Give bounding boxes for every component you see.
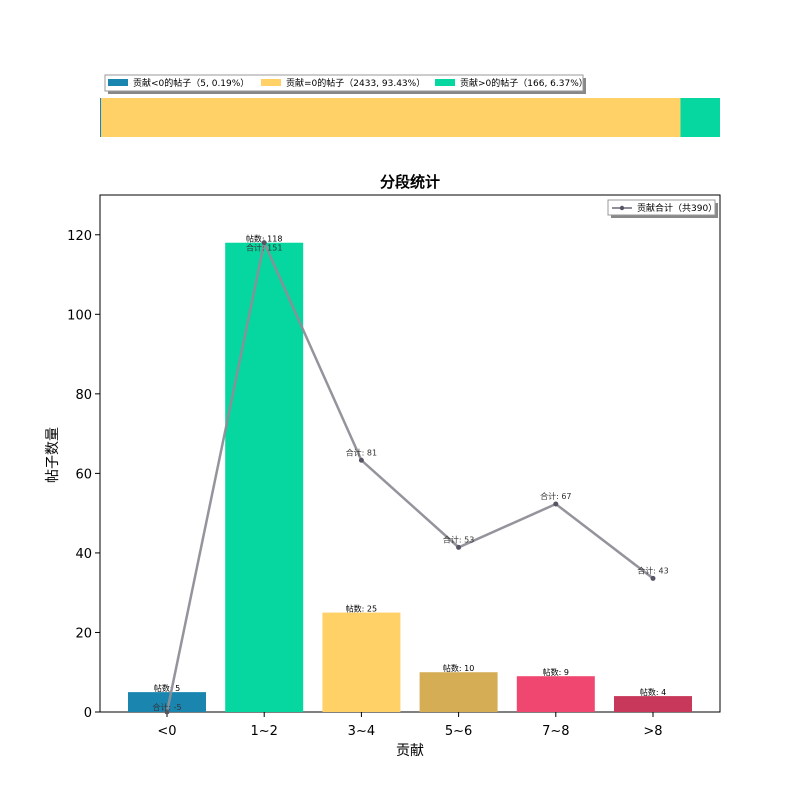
bar-value-label: 帖数: 9 [543,667,569,677]
line-value-label: 合计: 81 [346,447,377,457]
bar [614,696,692,712]
bar [516,676,595,712]
line-value-label: 合计: 53 [443,534,474,544]
legend-swatch [108,79,128,86]
y-axis-label: 帖子数量 [45,427,61,483]
bar-value-label: 帖数: 10 [443,663,474,673]
line-path [165,238,654,713]
y-tick-label: 100 [67,308,92,323]
line-series: 合计: -5 合计: 151 合计: 81 合计: 53 合计: 67 合计: 43 [152,238,669,715]
line-legend-frame [607,199,716,216]
bar-value-label: 帖数: 5 [154,683,180,693]
stacked-segment [101,98,681,137]
line-value-label: 合计: 151 [246,243,283,253]
legend-swatch [261,79,281,86]
line-legend-label: 贡献合计（共390） [637,202,717,214]
x-tick-label: 3~4 [348,724,375,739]
bar [322,612,401,712]
x-tick-label: <0 [157,724,176,739]
y-tick-label: 60 [75,467,92,482]
stacked-legend-frame [104,74,584,92]
bar [128,692,206,712]
bar [225,242,304,712]
legend-swatch [435,79,455,86]
line-point [553,501,559,507]
line-point [650,575,656,581]
y-tick-label: 80 [75,388,92,403]
y-tick-label: 40 [75,547,92,562]
legend-label: 贡献>0的帖子（166, 6.37%） [460,77,588,89]
stacked-bar-legend: 贡献<0的帖子（5, 0.19%） 贡献=0的帖子（2433, 93.43%） 贡献… [104,74,588,94]
stacked-bar-segments [100,98,720,137]
plot-area [99,194,721,713]
stacked-segment [100,98,102,137]
bar-value-label: 帖数: 4 [640,687,666,697]
line-legend: 贡献合计（共390） [607,199,718,218]
line-legend-marker [619,205,625,211]
bar-value-label: 帖数: 118 [246,234,283,244]
x-tick-label: 5~6 [445,724,472,739]
bar [419,672,498,712]
chart-title: 分段统计 [380,173,440,191]
legend-label: 贡献=0的帖子（2433, 93.43%） [286,77,425,89]
line-point [456,544,462,550]
y-axis: 0 20 40 60 80 100 120 [67,229,100,721]
line-point [358,457,364,463]
stacked-proportion-bar: 贡献<0的帖子（5, 0.19%） 贡献=0的帖子（2433, 93.43%） 贡献… [100,74,720,137]
y-tick-label: 20 [75,626,92,641]
x-tick-label: 7~8 [542,724,569,739]
line-point [261,240,267,246]
x-axis-label: 贡献 [396,743,424,759]
x-tick-label: 1~2 [250,724,277,739]
stacked-segment [680,98,720,137]
x-tick-label: >8 [643,724,662,739]
line-point [164,709,170,715]
bar-series: 帖数: 5 帖数: 118 帖数: 25 帖数: 10 帖数: 9 帖数: 4 [128,234,692,712]
x-axis: <0 1~2 3~4 5~6 7~8 >8 [157,712,663,739]
y-tick-label: 120 [67,229,92,244]
legend-label: 贡献<0的帖子（5, 0.19%） [133,77,249,89]
line-value-label: 合计: 67 [540,491,571,501]
y-tick-label: 0 [84,706,92,721]
bar-value-label: 帖数: 25 [346,604,377,614]
line-value-label: 合计: -5 [152,702,181,712]
line-value-label: 合计: 43 [637,565,668,575]
